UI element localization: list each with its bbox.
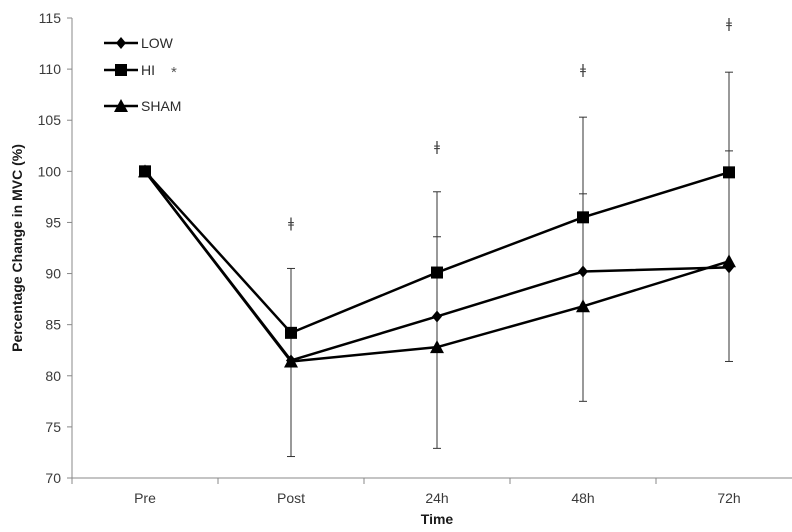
series-layer xyxy=(138,164,736,368)
data-point-sham xyxy=(576,299,590,313)
legend-marker-hi xyxy=(115,64,127,76)
annotations: ǂ ǂ ǂ ǂ xyxy=(288,17,732,231)
legend-significance-star: * xyxy=(171,64,177,81)
significance-marker: ǂ xyxy=(726,17,732,32)
data-point-low xyxy=(432,310,442,323)
data-point-hi xyxy=(285,326,297,339)
y-tick-label: 100 xyxy=(38,163,62,179)
legend: LOW HI SHAM * xyxy=(104,35,181,114)
legend-marker-low xyxy=(116,37,126,49)
data-point-sham xyxy=(284,354,298,368)
legend-label-low: LOW xyxy=(141,35,174,51)
x-tick-label: 48h xyxy=(571,490,594,506)
x-axis-title: Time xyxy=(421,511,454,527)
legend-marker-sham xyxy=(114,99,128,112)
legend-label-hi: HI xyxy=(141,62,155,78)
y-tick-label: 90 xyxy=(45,266,61,282)
x-tick-label: 72h xyxy=(717,490,740,506)
legend-label-sham: SHAM xyxy=(141,98,181,114)
data-point-low xyxy=(578,265,588,278)
significance-marker: ǂ xyxy=(288,216,294,231)
data-point-hi xyxy=(431,266,443,279)
data-point-sham xyxy=(138,164,152,178)
y-tick-label: 70 xyxy=(45,470,61,486)
y-tick-label: 75 xyxy=(45,419,61,435)
significance-marker: ǂ xyxy=(580,63,586,78)
x-tick-label: Post xyxy=(277,490,305,506)
data-point-sham xyxy=(430,340,444,354)
x-tick-label: Pre xyxy=(134,490,156,506)
y-tick-label: 110 xyxy=(39,61,62,77)
axes: 70 75 80 85 90 95 100 105 110 115 Pre Post 24h 48h 72h xyxy=(38,10,792,506)
data-point-hi xyxy=(723,166,735,179)
data-point-hi xyxy=(577,211,589,224)
y-tick-label: 80 xyxy=(45,368,61,384)
y-axis-title: Percentage Change in MVC (%) xyxy=(9,144,25,352)
error-bars xyxy=(287,71,733,458)
y-tick-label: 105 xyxy=(38,112,62,128)
significance-marker: ǂ xyxy=(434,140,440,155)
x-tick-label: 24h xyxy=(425,490,448,506)
y-tick-label: 85 xyxy=(45,317,61,333)
y-tick-label: 95 xyxy=(45,214,61,230)
data-point-sham xyxy=(722,254,736,268)
y-tick-label: 115 xyxy=(39,10,62,26)
